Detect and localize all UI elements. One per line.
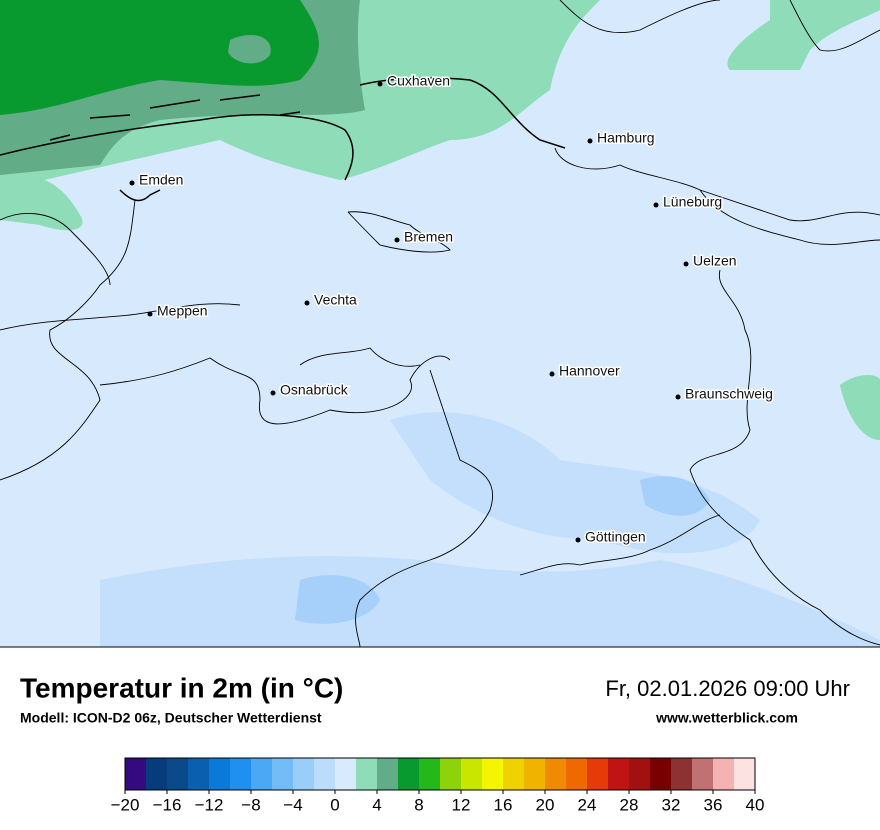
city-label: Göttingen <box>585 529 646 545</box>
colorbar-bin <box>587 758 609 790</box>
colorbar-bin <box>482 758 504 790</box>
date: Fr, 02.01.2026 09:00 Uhr <box>605 676 850 701</box>
colorbar-bin <box>398 758 420 790</box>
city-dot <box>270 390 276 396</box>
colorbar-bin <box>188 758 210 790</box>
colorbar-tick-label: 0 <box>330 795 339 814</box>
city-label: Hannover <box>559 363 620 379</box>
colorbar-tick-label: 12 <box>452 795 471 814</box>
colorbar-bin <box>713 758 735 790</box>
city-dot <box>549 371 555 377</box>
coastline <box>0 77 566 202</box>
colorbar-tick-label: 32 <box>662 795 681 814</box>
colorbar-tick-label: −8 <box>241 795 260 814</box>
colorbar-tick-label: 36 <box>704 795 723 814</box>
colorbar-bin <box>734 758 756 790</box>
city-label: Osnabrück <box>280 382 349 398</box>
colorbar-bin <box>650 758 672 790</box>
colorbar-bin <box>566 758 588 790</box>
colorbar-bin <box>524 758 546 790</box>
map: Cuxhaven Hamburg Emden Lüneburg Bremen Uelzen… <box>0 0 880 648</box>
colorbar-bin <box>461 758 483 790</box>
city-label: Vechta <box>314 292 357 308</box>
colorbar-tick-label: 16 <box>494 795 513 814</box>
colorbar-bin <box>146 758 168 790</box>
city-label: Bremen <box>404 229 453 245</box>
city-layer: Cuxhaven Hamburg Emden Lüneburg Bremen Uelzen… <box>129 71 774 546</box>
city-label: Lüneburg <box>663 194 722 210</box>
city-label: Cuxhaven <box>387 73 450 89</box>
city-dot <box>675 394 681 400</box>
colorbar-bin <box>671 758 693 790</box>
colorbar-tick-label: −4 <box>283 795 302 814</box>
borders <box>0 0 880 648</box>
subtitle: Modell: ICON-D2 06z, Deutscher Wetterdie… <box>20 710 322 726</box>
colorbar: −20 −16 −12 −8 −4 0 4 8 12 16 20 24 28 32 36 40 <box>111 757 765 814</box>
colorbar-tick-label: 4 <box>372 795 381 814</box>
colorbar-tick-label: −12 <box>195 795 224 814</box>
colorbar-bin <box>314 758 336 790</box>
city-dot <box>587 138 593 144</box>
city-dot <box>129 180 135 186</box>
city-label: Meppen <box>157 303 208 319</box>
colorbar-bin <box>125 758 147 790</box>
colorbar-bin <box>503 758 525 790</box>
city-label: Hamburg <box>597 130 655 146</box>
colorbar-bin <box>629 758 651 790</box>
city-label: Emden <box>139 172 183 188</box>
colorbar-bin <box>209 758 231 790</box>
colorbar-bin <box>272 758 294 790</box>
city-dot <box>653 202 659 208</box>
colorbar-frame <box>124 757 756 791</box>
region-cold <box>390 412 760 554</box>
city-dot <box>377 81 383 87</box>
colorbar-tick-label: 8 <box>414 795 423 814</box>
colorbar-bin <box>356 758 378 790</box>
colorbar-tick-label: −20 <box>111 795 140 814</box>
colorbar-bin <box>377 758 399 790</box>
colorbar-bin <box>251 758 273 790</box>
region-colder <box>640 476 710 516</box>
region-colder <box>295 575 380 624</box>
region-cold <box>100 556 880 647</box>
region-green <box>0 0 319 115</box>
colorbar-bin <box>230 758 252 790</box>
colorbar-bin <box>335 758 357 790</box>
region-mild <box>0 0 880 70</box>
colorbar-tick-label: −16 <box>153 795 182 814</box>
website: www.wetterblick.com <box>655 710 798 726</box>
region-cool-green <box>228 35 271 64</box>
colorbar-tick-label: 24 <box>578 795 597 814</box>
colorbar-bin <box>293 758 315 790</box>
colorbar-tick-label: 40 <box>746 795 765 814</box>
city-label: Uelzen <box>693 253 737 269</box>
city-dot <box>394 237 400 243</box>
city-dot <box>683 261 689 267</box>
colorbar-tick-label: 28 <box>620 795 639 814</box>
title: Temperatur in 2m (in °C) <box>20 672 343 703</box>
colorbar-tick-label: 20 <box>536 795 555 814</box>
colorbar-bin <box>167 758 189 790</box>
colorbar-bin <box>692 758 714 790</box>
city-dot <box>304 300 310 306</box>
colorbar-bin <box>545 758 567 790</box>
colorbar-bin <box>440 758 462 790</box>
region-mild <box>0 170 83 231</box>
city-label: Braunschweig <box>685 386 773 402</box>
region-mild <box>840 375 880 440</box>
colorbar-bin <box>419 758 441 790</box>
city-dot <box>575 537 581 543</box>
colorbar-bin <box>608 758 630 790</box>
city-dot <box>147 311 153 317</box>
